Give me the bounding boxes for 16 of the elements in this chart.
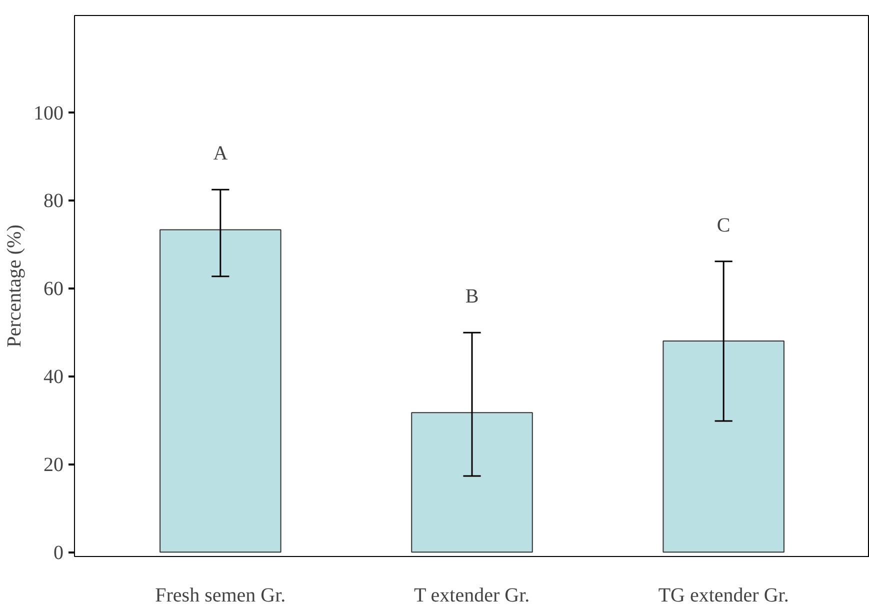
annotation: A (213, 142, 228, 165)
annotation: C (716, 214, 730, 236)
x-tick-label: Fresh semen Gr. (155, 584, 286, 606)
bar (662, 340, 784, 553)
y-tick-label: 0 (54, 542, 64, 564)
y-tick-label: 20 (44, 454, 64, 476)
bar (411, 412, 533, 553)
y-tick-label: 80 (44, 190, 64, 212)
y-axis-title: Percentage (%) (4, 224, 26, 348)
y-tick-label: 100 (34, 102, 64, 124)
annotation: B (465, 286, 479, 308)
x-tick-label: TG extender Gr. (658, 584, 789, 606)
x-tick-label: T extender Gr. (414, 584, 530, 606)
bar (160, 229, 282, 553)
y-tick-label: 60 (44, 278, 64, 300)
y-tick-label: 40 (44, 366, 64, 388)
